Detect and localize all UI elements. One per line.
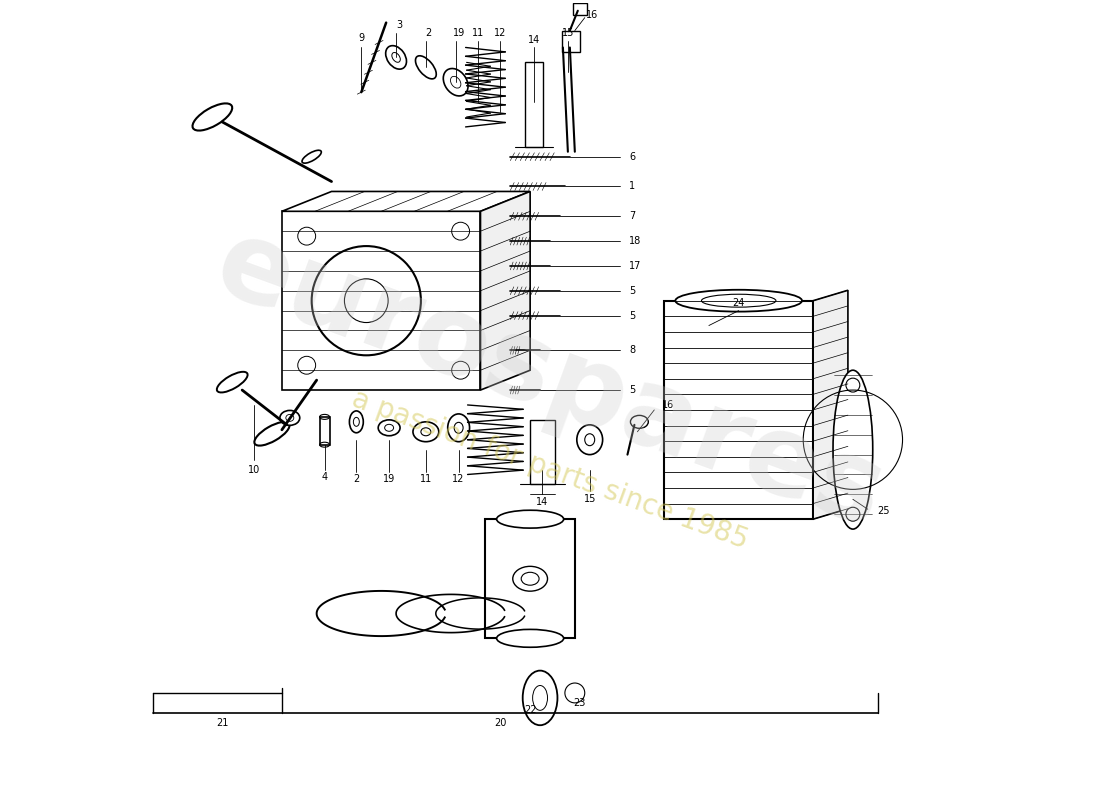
Ellipse shape: [217, 372, 248, 393]
Bar: [485, 519, 575, 638]
Text: 21: 21: [216, 718, 229, 728]
Ellipse shape: [494, 294, 516, 308]
Bar: [573, 2, 586, 14]
Ellipse shape: [630, 415, 648, 428]
Text: 12: 12: [494, 27, 506, 38]
Text: 25: 25: [878, 506, 890, 516]
Ellipse shape: [443, 69, 468, 96]
Text: 11: 11: [420, 474, 432, 485]
Ellipse shape: [833, 370, 872, 529]
Ellipse shape: [254, 422, 289, 446]
Bar: [562, 30, 580, 53]
Bar: [664, 301, 813, 519]
Text: 22: 22: [524, 705, 537, 715]
Text: 23: 23: [573, 698, 586, 708]
Text: 18: 18: [629, 236, 641, 246]
Text: 16: 16: [585, 10, 597, 20]
Text: 9: 9: [359, 33, 364, 42]
Text: 6: 6: [629, 152, 636, 162]
Text: 5: 5: [629, 286, 636, 296]
Ellipse shape: [494, 254, 516, 268]
Text: 4: 4: [321, 473, 328, 482]
Ellipse shape: [192, 103, 232, 130]
Text: 12: 12: [452, 474, 465, 485]
Ellipse shape: [350, 411, 363, 433]
Text: 3: 3: [396, 20, 403, 30]
Text: 19: 19: [452, 27, 465, 38]
Text: 8: 8: [629, 346, 636, 355]
Ellipse shape: [494, 323, 516, 338]
Ellipse shape: [386, 46, 407, 69]
Ellipse shape: [496, 630, 563, 647]
Text: 19: 19: [383, 474, 395, 485]
Text: 10: 10: [248, 465, 261, 474]
Ellipse shape: [494, 224, 516, 238]
Bar: [530, 420, 556, 485]
Ellipse shape: [378, 420, 400, 436]
Text: 15: 15: [583, 494, 596, 504]
Ellipse shape: [412, 422, 439, 442]
Polygon shape: [813, 290, 848, 519]
Ellipse shape: [448, 414, 470, 442]
Text: 5: 5: [629, 310, 636, 321]
Text: eurospares: eurospares: [201, 210, 899, 550]
Text: 2: 2: [353, 474, 360, 485]
Bar: [282, 211, 481, 390]
Bar: [525, 62, 543, 146]
Text: 15: 15: [562, 27, 574, 38]
Text: 14: 14: [528, 34, 540, 45]
Text: 20: 20: [494, 718, 506, 728]
Text: 11: 11: [472, 27, 485, 38]
Text: 1: 1: [629, 182, 636, 191]
Ellipse shape: [416, 56, 437, 79]
Ellipse shape: [513, 566, 548, 591]
Polygon shape: [481, 191, 530, 390]
Ellipse shape: [279, 410, 299, 426]
Ellipse shape: [392, 53, 400, 62]
Text: 14: 14: [536, 498, 548, 507]
Ellipse shape: [302, 150, 321, 163]
Ellipse shape: [576, 425, 603, 454]
Polygon shape: [282, 191, 530, 211]
Text: 5: 5: [629, 385, 636, 395]
Text: 2: 2: [426, 27, 432, 38]
Text: 16: 16: [662, 400, 674, 410]
Text: 17: 17: [629, 261, 641, 271]
Bar: [320, 417, 330, 445]
Ellipse shape: [496, 510, 563, 528]
Ellipse shape: [675, 290, 802, 312]
Text: a passion for parts since 1985: a passion for parts since 1985: [348, 385, 752, 554]
Text: 7: 7: [629, 211, 636, 222]
Ellipse shape: [522, 670, 558, 726]
Text: 24: 24: [733, 298, 745, 308]
